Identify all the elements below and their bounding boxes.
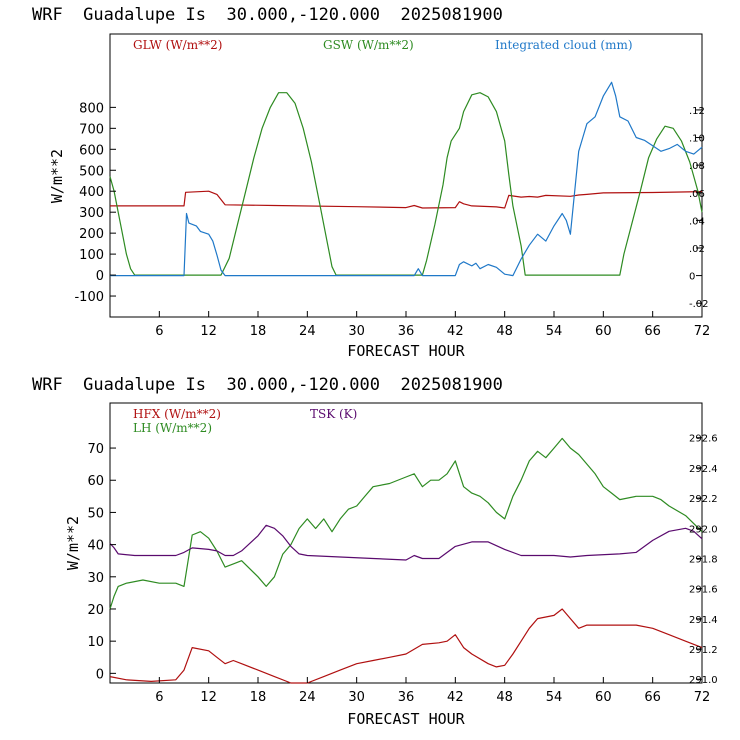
bottom-x-axis-label: FORECAST HOUR [347, 710, 465, 728]
y-tick-label: 60 [87, 474, 104, 489]
bottom-tick-group: 6 12 18 24 30 36 42 48 54 60 66 72 0 10 20 30 40 50 60 70 29… [87, 434, 717, 705]
y-tick-label: 300 [79, 206, 104, 221]
bottom-chart-title: WRF Guadalupe Is 30.000,-120.000 2025081… [32, 375, 503, 395]
x-tick-label: 30 [348, 690, 365, 705]
bottom-y-axis-label: W/m**2 [64, 516, 82, 570]
y2-tick-label: 0 [689, 272, 695, 283]
x-tick-label: 72 [694, 690, 711, 705]
y-tick-label: 400 [79, 185, 104, 200]
y-tick-label: 500 [79, 164, 104, 179]
x-tick-label: 12 [200, 324, 217, 339]
x-tick-label: 72 [694, 324, 711, 339]
y-tick-label: 50 [87, 506, 104, 521]
x-tick-label: 60 [595, 690, 612, 705]
x-tick-label: 36 [398, 690, 415, 705]
x-tick-label: 66 [644, 324, 661, 339]
y2-tick-label: .08 [689, 161, 705, 172]
top-series-group [109, 81, 703, 277]
series-line-integrated-cloud-mm [110, 81, 703, 277]
y-tick-label: -100 [74, 290, 104, 305]
y2-tick-label: 292.0 [689, 524, 718, 535]
x-tick-label: 54 [546, 690, 563, 705]
x-tick-label: 42 [447, 690, 464, 705]
y-tick-label: 30 [87, 571, 104, 586]
y-tick-label: 20 [87, 603, 104, 618]
top-tick-group: 6 12 18 24 30 36 42 48 54 60 66 72 -100 0 100 200 300 400… [74, 101, 710, 339]
x-tick-label: 24 [299, 324, 316, 339]
legend-hfx: HFX (W/m**2) [133, 407, 221, 421]
y2-tick-label: .10 [689, 134, 705, 145]
y-tick-label: 200 [79, 227, 104, 242]
y-tick-label: 0 [96, 667, 104, 682]
y-tick-label: 0 [96, 269, 104, 284]
y2-tick-label: 292.4 [689, 464, 718, 475]
y2-tick-label: 291.4 [689, 615, 718, 626]
legend-tsk: TSK (K) [310, 407, 357, 421]
y-tick-label: 700 [79, 122, 104, 137]
y2-tick-label: 292.2 [689, 494, 718, 505]
y2-tick-label: .12 [689, 106, 705, 117]
series-line-hfx-w-m-2 [109, 608, 703, 684]
y-tick-label: 600 [79, 143, 104, 158]
legend-glw: GLW (W/m**2) [133, 38, 222, 52]
x-tick-label: 24 [299, 690, 316, 705]
y2-tick-label: .04 [689, 216, 705, 227]
y2-tick-label: .06 [689, 189, 705, 200]
x-tick-label: 6 [155, 324, 163, 339]
y-tick-label: 40 [87, 539, 104, 554]
y2-tick-label: 291.0 [689, 675, 718, 686]
y2-tick-label: 291.2 [689, 645, 718, 656]
y2-tick-label: -.02 [689, 299, 709, 310]
y-tick-label: 800 [79, 101, 104, 116]
series-line-tsk-k [109, 524, 703, 561]
x-tick-label: 66 [644, 690, 661, 705]
x-tick-label: 54 [546, 324, 563, 339]
x-tick-label: 48 [496, 690, 513, 705]
y2-tick-label: 291.6 [689, 585, 718, 596]
x-tick-label: 42 [447, 324, 464, 339]
x-tick-label: 6 [155, 690, 163, 705]
bottom-series-group [109, 437, 703, 684]
legend-integrated-cloud: Integrated cloud (mm) [495, 38, 633, 52]
series-line-gsw-w-m-2 [109, 92, 703, 276]
top-x-axis-label: FORECAST HOUR [347, 342, 465, 360]
y2-tick-label: 291.8 [689, 554, 718, 565]
top-chart-title: WRF Guadalupe Is 30.000,-120.000 2025081… [32, 5, 503, 25]
x-tick-label: 30 [348, 324, 365, 339]
legend-lh: LH (W/m**2) [133, 421, 212, 435]
y-tick-label: 100 [79, 248, 104, 263]
bottom-chart-panel: WRF Guadalupe Is 30.000,-120.000 2025081… [32, 375, 718, 728]
x-tick-label: 36 [398, 324, 415, 339]
x-tick-label: 12 [200, 690, 217, 705]
series-line-glw-w-m-2 [110, 190, 703, 209]
y2-tick-label: .02 [689, 244, 705, 255]
x-tick-label: 18 [250, 324, 267, 339]
bottom-plot-frame [109, 402, 703, 684]
series-line-lh-w-m-2 [109, 437, 703, 610]
y2-tick-label: 292.6 [689, 434, 718, 445]
legend-gsw: GSW (W/m**2) [323, 38, 414, 52]
top-chart-panel: WRF Guadalupe Is 30.000,-120.000 2025081… [32, 5, 710, 360]
top-y-axis-label: W/m**2 [48, 149, 66, 203]
y-tick-label: 70 [87, 442, 104, 457]
x-tick-label: 48 [496, 324, 513, 339]
x-tick-label: 18 [250, 690, 267, 705]
x-tick-label: 60 [595, 324, 612, 339]
y-tick-label: 10 [87, 635, 104, 650]
